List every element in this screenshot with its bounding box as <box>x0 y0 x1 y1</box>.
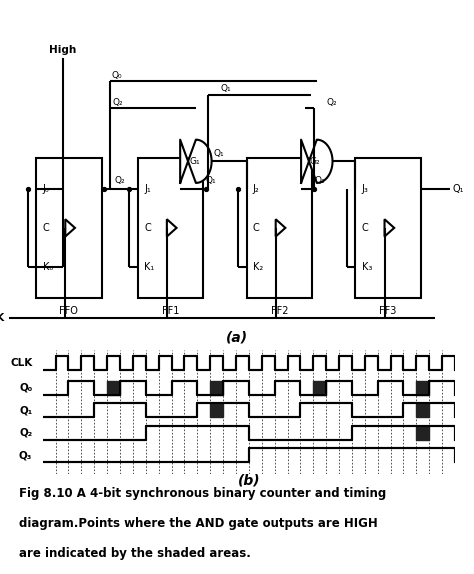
Polygon shape <box>301 139 333 183</box>
Text: High: High <box>49 45 76 55</box>
Text: Q₁: Q₁ <box>206 176 216 185</box>
Text: Q₂: Q₂ <box>114 176 125 185</box>
Text: C: C <box>362 223 369 233</box>
Text: Q₁: Q₁ <box>19 405 32 415</box>
Text: Q₂: Q₂ <box>19 428 32 438</box>
Text: Q₁: Q₁ <box>213 149 224 158</box>
Text: Q₀: Q₀ <box>19 383 32 393</box>
Text: FF2: FF2 <box>271 306 288 316</box>
Text: diagram.Points where the AND gate outputs are HIGH: diagram.Points where the AND gate output… <box>19 517 378 530</box>
Text: G₁: G₁ <box>189 157 200 166</box>
Text: Q₁: Q₁ <box>452 184 464 194</box>
Text: Fig 8.10 A 4-bit synchronous binary counter and timing: Fig 8.10 A 4-bit synchronous binary coun… <box>19 487 386 500</box>
Text: Q₂: Q₂ <box>327 98 337 107</box>
FancyBboxPatch shape <box>356 158 421 298</box>
Text: are indicated by the shaded areas.: are indicated by the shaded areas. <box>19 548 251 560</box>
Text: (a): (a) <box>226 331 248 345</box>
Text: Q₃: Q₃ <box>19 450 32 460</box>
Text: J₂: J₂ <box>253 184 260 194</box>
Text: (b): (b) <box>237 473 260 487</box>
Text: J₃: J₃ <box>362 184 369 194</box>
Text: FF1: FF1 <box>162 306 179 316</box>
Text: CLK: CLK <box>10 358 32 368</box>
Text: J₀: J₀ <box>43 184 49 194</box>
Text: FFO: FFO <box>59 306 78 316</box>
Text: G₂: G₂ <box>310 157 320 166</box>
FancyBboxPatch shape <box>138 158 203 298</box>
Text: K₀: K₀ <box>43 262 53 272</box>
Polygon shape <box>180 139 211 183</box>
FancyBboxPatch shape <box>246 158 312 298</box>
Text: K₃: K₃ <box>362 262 372 272</box>
Text: Q₀: Q₀ <box>111 71 122 80</box>
FancyBboxPatch shape <box>36 158 101 298</box>
Text: K₁: K₁ <box>144 262 155 272</box>
Text: J₁: J₁ <box>144 184 151 194</box>
Text: Q₁: Q₁ <box>220 84 231 94</box>
Text: Q₂: Q₂ <box>314 176 325 185</box>
Text: C: C <box>144 223 151 233</box>
Text: CLK: CLK <box>0 313 5 323</box>
Text: K₂: K₂ <box>253 262 263 272</box>
Text: Q₂: Q₂ <box>113 98 123 107</box>
Text: C: C <box>253 223 260 233</box>
Text: FF3: FF3 <box>380 306 397 316</box>
Text: C: C <box>43 223 49 233</box>
